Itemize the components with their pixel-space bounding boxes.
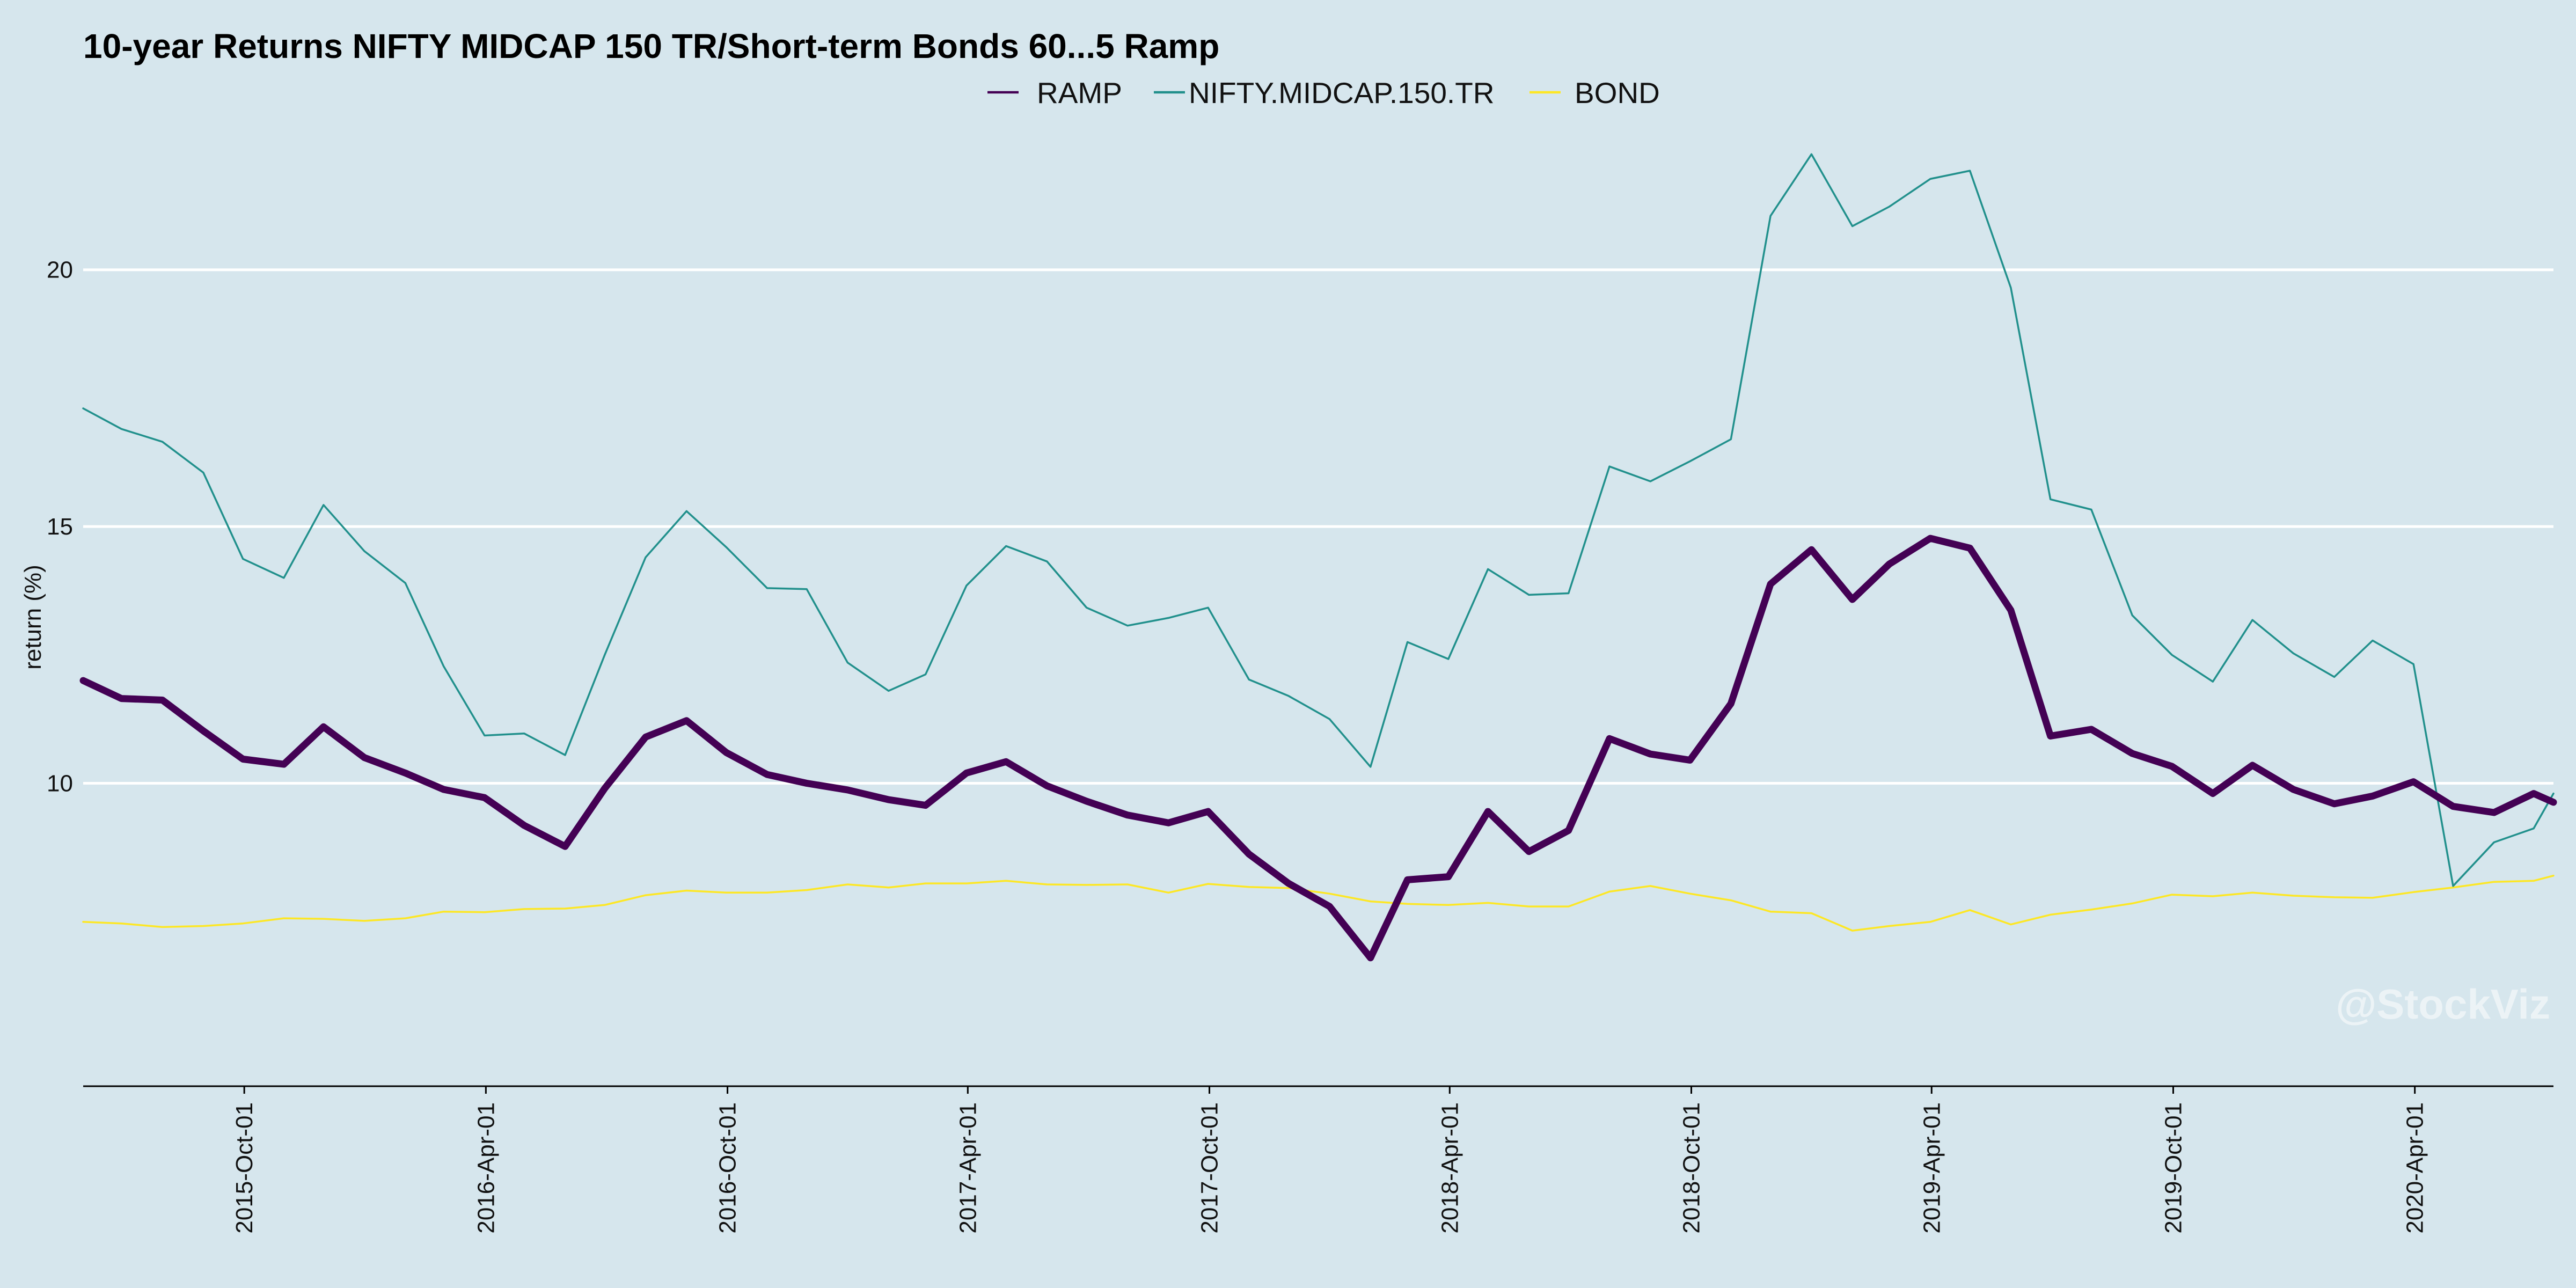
- x-tick-label: 2018-Apr-01: [1437, 1102, 1463, 1234]
- legend-label: RAMP: [1037, 76, 1122, 109]
- x-tick-label: 2017-Oct-01: [1197, 1102, 1223, 1234]
- y-axis-title: return (%): [20, 565, 46, 670]
- x-tick-label: 2020-Apr-01: [2402, 1102, 2428, 1234]
- y-axis: 10 15 20: [47, 257, 73, 797]
- series-line-ramp: [79, 535, 2557, 962]
- x-tick-label: 2016-Oct-01: [715, 1102, 741, 1234]
- legend-label: NIFTY.MIDCAP.150.TR: [1189, 76, 1495, 109]
- series-line-nifty-midcap-150-tr: [82, 153, 2555, 887]
- x-axis: 2015-Oct-01 2016-Apr-01 2016-Oct-01 2017-Ap…: [231, 1086, 2428, 1234]
- series-line-bond: [82, 874, 2555, 932]
- y-tick-label: 15: [47, 514, 73, 540]
- watermark: @StockViz: [2336, 980, 2550, 1028]
- x-tick-label: 2015-Oct-01: [231, 1102, 258, 1234]
- legend: RAMP NIFTY.MIDCAP.150.TR BOND: [987, 76, 1660, 109]
- gridlines: [83, 268, 2553, 785]
- x-tick-label: 2018-Oct-01: [1679, 1102, 1705, 1234]
- x-tick-label: 2017-Apr-01: [955, 1102, 981, 1234]
- x-tick-label: 2019-Oct-01: [2160, 1102, 2186, 1234]
- x-tick-label: 2016-Apr-01: [473, 1102, 499, 1234]
- series-lines: [79, 153, 2557, 962]
- chart-title: 10-year Returns NIFTY MIDCAP 150 TR/Shor…: [83, 27, 1219, 65]
- legend-label: BOND: [1575, 76, 1660, 109]
- y-tick-label: 10: [47, 770, 73, 796]
- y-tick-label: 20: [47, 257, 73, 283]
- x-tick-label: 2019-Apr-01: [1919, 1102, 1945, 1234]
